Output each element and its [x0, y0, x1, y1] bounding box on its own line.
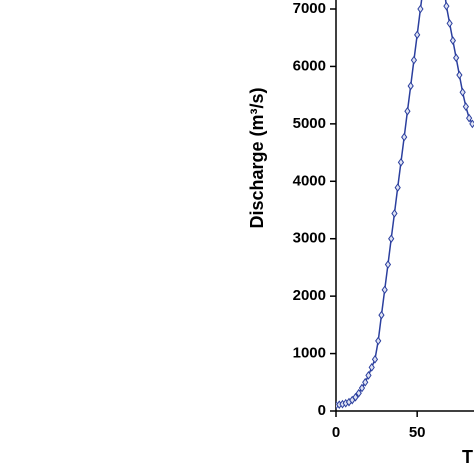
y-axis-label: Discharge (m³/s): [247, 87, 267, 228]
data-point: [362, 377, 369, 387]
data-point: [371, 354, 379, 364]
data-point: [391, 209, 398, 218]
data-point: [378, 310, 385, 320]
data-point: [462, 102, 469, 111]
y-tick-label: 6000: [293, 57, 326, 74]
data-point: [368, 362, 375, 372]
plot-area: [336, 0, 474, 410]
data-point: [384, 260, 392, 269]
data-point: [469, 119, 474, 129]
data-point: [453, 53, 460, 63]
data-point: [443, 1, 450, 11]
data-point: [449, 36, 457, 45]
y-tick-label: 4000: [293, 172, 326, 189]
data-point: [358, 383, 366, 393]
data-point: [466, 113, 473, 123]
x-tick-label: 0: [332, 424, 340, 441]
x-axis-label: T: [462, 447, 473, 467]
y-tick-label: 1000: [293, 345, 326, 362]
x-tick-label: 50: [409, 424, 426, 441]
data-point: [388, 234, 395, 244]
data-point: [375, 336, 382, 346]
data-point: [365, 371, 372, 380]
data-point: [456, 70, 463, 80]
data-point: [446, 18, 453, 28]
data-point: [414, 30, 421, 40]
y-tick-label: 0: [318, 402, 326, 419]
data-point: [410, 55, 418, 65]
data-point: [355, 388, 362, 398]
data-line: [336, 0, 474, 406]
data-point: [407, 81, 414, 91]
data-point: [352, 392, 359, 402]
y-tick-label: 7000: [293, 0, 326, 17]
data-point: [459, 87, 466, 97]
y-tick-label: 2000: [293, 287, 326, 304]
data-point: [397, 157, 405, 167]
data-point: [381, 285, 388, 295]
data-point: [394, 183, 401, 192]
data-point: [417, 4, 424, 14]
y-tick-label: 3000: [293, 230, 326, 247]
y-tick-label: 5000: [293, 115, 326, 132]
data-point: [404, 106, 411, 116]
data-point: [401, 132, 408, 142]
